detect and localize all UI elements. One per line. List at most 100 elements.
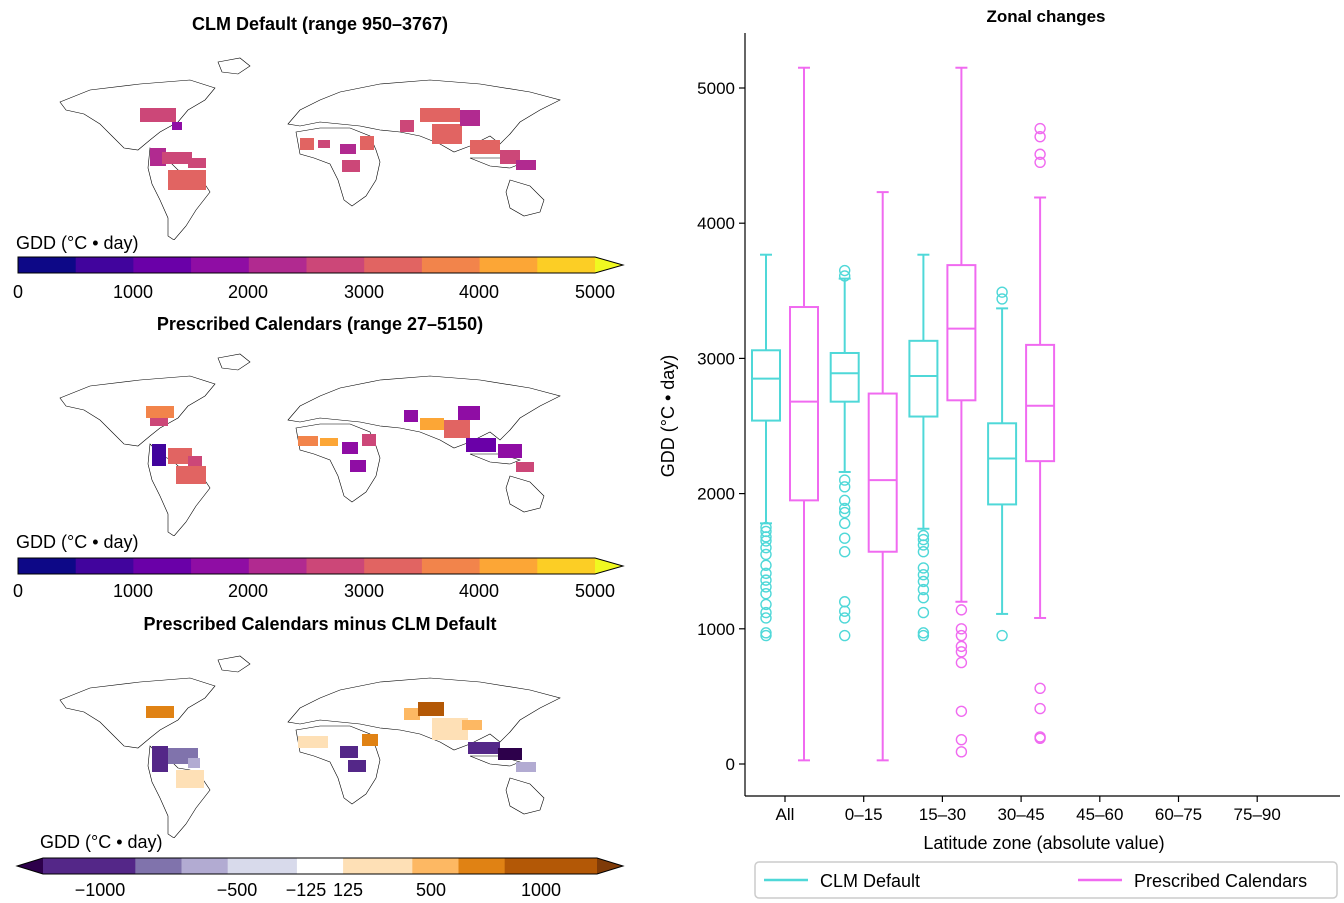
outlier-point	[1034, 130, 1046, 143]
map-gridcell-region	[498, 748, 522, 760]
colorbar-tick: 4000	[458, 581, 500, 601]
map-gridcell-region	[150, 418, 168, 426]
colorbar-segment	[412, 858, 459, 874]
map-gridcell-group	[140, 108, 536, 190]
continent-outline	[505, 475, 545, 513]
colorbar-segment	[18, 257, 77, 273]
box-clm-default-2	[908, 253, 939, 642]
continent-outline	[295, 127, 381, 207]
outlier-point	[838, 546, 851, 558]
outlier-point	[838, 506, 851, 519]
continent-outline	[147, 147, 211, 240]
colorbar-tick: 5000	[574, 282, 616, 302]
colorbar-outline	[17, 557, 625, 575]
map-gridcell-region	[458, 406, 480, 420]
outlier-point	[838, 612, 851, 624]
colorbar-tick: 125	[332, 880, 364, 900]
outlier-point	[838, 629, 851, 642]
outlier-point	[917, 546, 930, 558]
box-iqr	[867, 392, 898, 553]
outlier-point	[838, 502, 851, 515]
map-gridcell-region	[516, 462, 534, 472]
map-gridcell-region	[360, 136, 374, 150]
outlier-point	[955, 623, 968, 635]
map-gridcell-region	[188, 456, 202, 466]
map-gridcell-region	[468, 742, 500, 754]
colorbar-segment	[458, 858, 506, 874]
map-gridcell-region	[470, 140, 500, 154]
map-gridcell-region	[152, 444, 166, 466]
outlier-point	[955, 733, 968, 746]
map-gridcell-region	[404, 708, 420, 720]
map-gridcell-region	[348, 760, 366, 772]
outlier-point	[917, 533, 930, 546]
colorbar-segment	[296, 858, 344, 874]
map-gridcell-region	[404, 410, 418, 422]
legend: CLM Default Prescribed Calendars	[754, 861, 1338, 899]
colorbar-tick: 3000	[343, 581, 385, 601]
map-gridcell-region	[432, 124, 462, 144]
colorbar-tick: 5000	[574, 581, 616, 601]
map-gridcell-region	[460, 110, 480, 126]
outlier-point	[955, 629, 968, 642]
colorbar-segment	[479, 558, 538, 574]
colorbar-label-clm-default: GDD (°C • day)	[16, 233, 139, 253]
outlier-point	[838, 270, 851, 282]
map-gridcell-region	[420, 418, 444, 430]
map-gridcell-region	[320, 438, 338, 446]
map-gridcell-region	[340, 746, 358, 758]
outlier-point	[760, 606, 772, 619]
x-tick-label: 15–30	[919, 805, 966, 824]
outlier-point	[838, 532, 851, 544]
outlier-point	[838, 517, 851, 530]
map-title-clm-default: CLM Default (range 950–3767)	[191, 14, 449, 34]
map-gridcell-region	[188, 758, 200, 768]
box-iqr	[789, 306, 819, 502]
outlier-point	[760, 581, 772, 593]
x-tick-label: 75–90	[1234, 805, 1281, 824]
continent-outline	[217, 57, 251, 75]
colorbar-segment	[364, 257, 423, 273]
colorbar-segment	[133, 558, 192, 574]
outlier-point	[917, 569, 930, 581]
outlier-point	[760, 574, 772, 586]
box-clm-default-0	[751, 253, 781, 642]
x-tick-label: 30–45	[997, 805, 1044, 824]
map-gridcell-region	[300, 138, 314, 150]
colorbar-segment	[133, 257, 192, 273]
colorbar-segment	[75, 257, 134, 273]
colorbar-tick: 3000	[343, 282, 385, 302]
outlier-point	[996, 293, 1008, 305]
colorbar-tick: 2000	[227, 581, 269, 601]
y-tick-label: 4000	[697, 214, 735, 233]
box-prescribed-calendars-1	[867, 191, 898, 762]
box-prescribed-calendars-3	[1025, 122, 1056, 745]
continent-outline	[59, 375, 216, 447]
colorbar-tick: −125	[285, 880, 327, 900]
colorbar-segment	[18, 558, 77, 574]
map-gridcell-region	[420, 108, 460, 122]
map-gridcell-region	[516, 762, 536, 772]
box-iqr	[1025, 343, 1056, 463]
map-gridcell-region	[146, 406, 174, 418]
outlier-point	[1034, 682, 1046, 694]
map-gridcell-region	[342, 442, 358, 454]
outlier-point	[838, 605, 851, 617]
map-gridcell-region	[432, 718, 468, 740]
outlier-point	[1034, 731, 1046, 743]
colorbar-tick: −1000	[74, 880, 126, 900]
colorbar-segment	[248, 257, 307, 273]
colorbar-tick: 4000	[458, 282, 500, 302]
outlier-point	[996, 629, 1008, 642]
map-gridcell-region	[298, 736, 328, 748]
map-gridcell-region	[444, 420, 470, 438]
continent-outline	[59, 677, 216, 749]
map-gridcell-region	[500, 150, 520, 164]
outlier-point	[917, 627, 930, 639]
colorbar-segment	[75, 558, 134, 574]
outlier-point	[955, 705, 968, 717]
colorbar-tick: 0	[12, 581, 24, 601]
colorbar-outline	[17, 256, 625, 274]
map-gridcell-region	[162, 152, 192, 164]
map-gridcell-region	[466, 438, 496, 452]
